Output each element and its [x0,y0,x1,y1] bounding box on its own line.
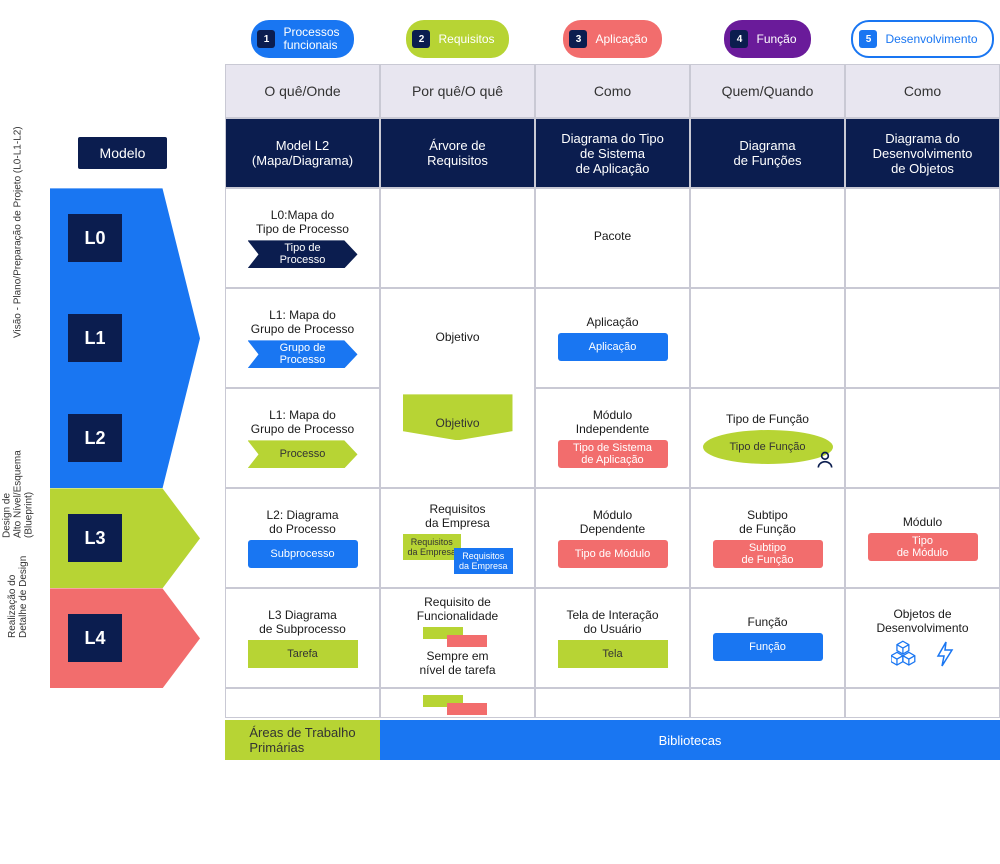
column-header-model: Model L2(Mapa/Diagrama) [225,118,380,188]
top-pill: 2Requisitos [406,20,508,58]
lightning-icon [935,640,955,668]
tag: Subprocesso [248,540,358,568]
column-header-model: Árvore deRequisitos [380,118,535,188]
level-box-L1: L1 [68,314,122,362]
modelo-cell: Modelo [20,118,225,188]
tag: Aplicação [558,333,668,361]
level-box-L4: L4 [68,614,122,662]
level-box-L3: L3 [68,514,122,562]
top-pill: 5Desenvolvimento [851,20,993,58]
tag: Tela [558,640,668,668]
process-chevron: Processo [248,440,358,468]
cell-title: Pacote [594,229,631,243]
footer-row: Áreas de TrabalhoPrimárias Bibliotecas [20,720,1000,760]
tag: Função [713,633,823,661]
column-header-model: Diagrama do Tipode Sistemade Aplicação [535,118,690,188]
function-type-ellipse: Tipo de Função [703,430,833,464]
mini-stack-footer [423,695,493,711]
column-header-model: Diagrama doDesenvolvimentode Objetos [845,118,1000,188]
column-header-question: Como [845,64,1000,118]
tag: Tipo de Sistemade Aplicação [558,440,668,468]
requisitos-stack: Requisitosda EmpresaRequisitosda Empresa [403,534,513,574]
column-header-question: Como [535,64,690,118]
level-cell-L3: Design deAlto Nível/Esquema(Blueprint)L3 [20,488,225,588]
cell-title: L0:Mapa doTipo de Processo [256,208,349,236]
tag: Subtipode Função [713,540,823,568]
process-chevron: Tipo deProcesso [248,240,358,268]
objective-banner: Objetivo [403,394,513,440]
main-grid: O quê/OndePor quê/O quêComoQuem/QuandoCo… [20,64,1000,718]
tag: Tarefa [248,640,358,668]
column-header-question: Por quê/O quê [380,64,535,118]
top-pill: 3Aplicação [563,20,661,58]
footer-right: Bibliotecas [380,720,1000,760]
footer-left: Áreas de TrabalhoPrimárias [225,720,380,760]
level-cell-L0: Visão - Plano/Preparação de Projeto (L0-… [20,188,225,488]
level-box-L2: L2 [68,414,122,462]
column-header-question: O quê/Onde [225,64,380,118]
level-box-L0: L0 [68,214,122,262]
cubes-icon [891,639,925,669]
top-pills-row: 1Processosfuncionais 2Requisitos 3Aplicaçã… [225,20,1000,58]
column-header-model: Diagramade Funções [690,118,845,188]
tag: Tipo de Módulo [558,540,668,568]
process-chevron: Grupo deProcesso [248,340,358,368]
level-cell-L4: Realização doDetalhe de DesignL4 [20,588,225,688]
top-pill: 1Processosfuncionais [251,20,353,58]
person-icon [815,450,835,470]
tag: Tipode Módulo [868,533,978,561]
matrix-diagram: 1Processosfuncionais 2Requisitos 3Aplicaçã… [20,20,1000,760]
column-header-question: Quem/Quando [690,64,845,118]
top-pill: 4Função [724,20,810,58]
modelo-label: Modelo [78,137,168,169]
func-req-stack [403,627,513,645]
